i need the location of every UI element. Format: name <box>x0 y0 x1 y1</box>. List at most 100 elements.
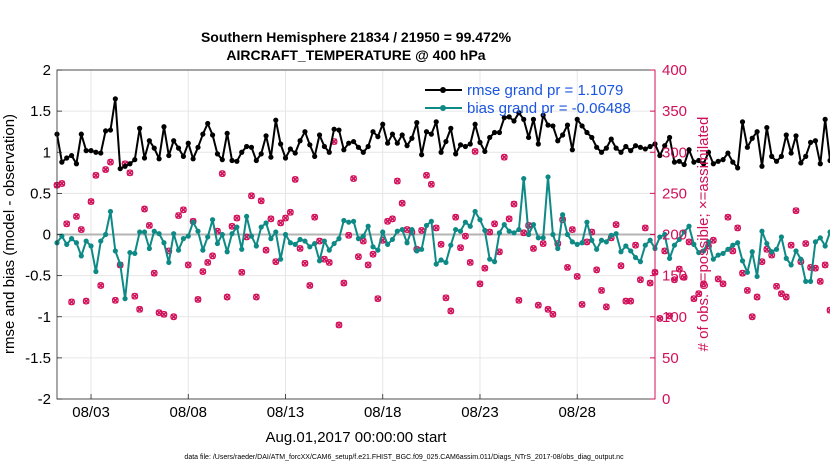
rmse-point <box>555 138 561 144</box>
obs-possible-circle <box>136 305 144 313</box>
rmse-point <box>326 149 332 155</box>
obs-possible-circle <box>670 276 678 284</box>
obs-marker <box>228 222 236 230</box>
rmse-point <box>803 153 809 159</box>
obs-marker <box>82 297 90 305</box>
obs-marker <box>58 180 66 187</box>
obs-assimilated-cross <box>311 214 318 221</box>
right-y-axis: 0 50 100 150 200 250 300 350 400 <box>650 62 687 408</box>
obs-assimilated-cross <box>739 269 746 277</box>
obs-possible-circle <box>530 245 537 252</box>
rmse-point <box>321 143 327 150</box>
obs-marker <box>568 226 576 234</box>
rmse-point <box>224 130 230 136</box>
bias-point <box>239 246 245 252</box>
bias-point <box>180 236 187 242</box>
obs-assimilated-cross <box>491 220 498 227</box>
rmse-point <box>399 132 405 138</box>
rmse-point <box>428 131 434 137</box>
bias-point <box>477 217 483 223</box>
bias-point <box>273 229 279 235</box>
bias-point <box>214 240 221 247</box>
obs-possible-circle <box>179 206 187 214</box>
obs-possible-circle <box>204 259 212 266</box>
x-axis: 08/03 08/08 08/13 08/18 08/23 08/28 <box>72 394 596 421</box>
rmse-point <box>632 143 639 149</box>
rmse-point <box>491 129 498 136</box>
obs-possible-circle <box>539 240 547 247</box>
obs-marker <box>194 296 202 303</box>
obs-marker <box>364 261 372 269</box>
rmse-point <box>297 138 303 144</box>
obs-possible-circle <box>282 214 289 222</box>
obs-assimilated-cross <box>622 297 629 305</box>
rmse-point <box>346 140 352 146</box>
rmse-point <box>525 134 532 141</box>
bias-point <box>346 219 352 225</box>
bias-point <box>307 244 313 250</box>
obs-marker <box>486 228 494 236</box>
rmse-point <box>530 116 537 122</box>
bias-point <box>594 246 600 252</box>
obs-possible-circle <box>593 266 601 274</box>
rmse-point <box>579 123 585 129</box>
obs-possible-circle <box>427 180 435 188</box>
obs-marker <box>564 263 571 271</box>
obs-possible-circle <box>447 307 455 315</box>
obs-possible-circle <box>325 259 333 266</box>
obs-assimilated-cross <box>316 237 323 245</box>
bias-point <box>730 242 736 248</box>
obs-possible-circle <box>141 205 148 213</box>
obs-possible-circle <box>291 175 299 183</box>
obs-marker <box>131 292 139 300</box>
obs-assimilated-cross <box>821 261 829 269</box>
obs-possible-circle <box>175 212 182 220</box>
obs-assimilated-cross <box>340 279 348 287</box>
rmse-point <box>195 144 201 150</box>
rmse-point <box>448 125 454 131</box>
obs-assimilated-cross <box>68 298 75 306</box>
bias-point <box>560 212 566 218</box>
obs-possible-circle <box>82 297 90 305</box>
obs-assimilated-cross <box>433 224 440 232</box>
obs-assimilated-cross <box>540 240 547 247</box>
obs-possible-circle <box>320 255 328 263</box>
obs-possible-circle <box>398 199 406 207</box>
obs-possible-circle <box>510 200 518 208</box>
left-tick-label: 1.5 <box>30 103 51 120</box>
rmse-point <box>657 152 663 159</box>
obs-possible-circle <box>393 177 401 185</box>
obs-possible-circle <box>252 293 260 301</box>
obs-possible-circle <box>58 180 66 187</box>
rmse-point <box>263 133 269 139</box>
bias-point <box>535 235 541 241</box>
bias-point <box>764 240 770 247</box>
obs-marker <box>530 245 537 252</box>
rmse-point <box>764 124 770 131</box>
obs-assimilated-cross <box>360 237 367 245</box>
obs-assimilated-cross <box>399 200 406 207</box>
obs-possible-circle <box>68 298 76 306</box>
obs-assimilated-cross <box>617 262 625 269</box>
bias-point <box>93 268 99 275</box>
obs-possible-circle <box>534 301 542 309</box>
obs-assimilated-cross <box>209 252 216 260</box>
rmse-point <box>336 127 342 133</box>
bias-point <box>78 253 84 259</box>
rmse-point <box>83 148 89 154</box>
rmse-point <box>550 123 556 129</box>
bias-point <box>282 231 289 238</box>
bias-point <box>506 228 512 234</box>
obs-marker <box>739 269 746 277</box>
bias-point <box>166 259 172 266</box>
obs-possible-circle <box>520 229 528 237</box>
obs-marker <box>68 298 76 306</box>
obs-marker <box>593 266 601 274</box>
rmse-point <box>783 132 789 138</box>
bias-point <box>628 248 634 254</box>
rmse-point <box>375 134 381 140</box>
obs-assimilated-cross <box>335 321 343 329</box>
obs-possible-circle <box>802 240 810 247</box>
obs-possible-circle <box>753 293 761 301</box>
